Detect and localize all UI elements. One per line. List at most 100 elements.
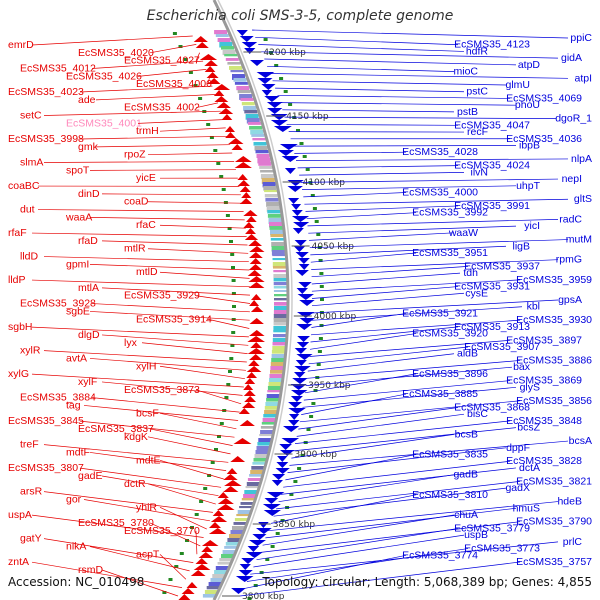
feature-block bbox=[266, 202, 280, 207]
label-leader-line bbox=[299, 172, 465, 176]
feature-block bbox=[267, 386, 281, 392]
reverse-gene-arrow bbox=[297, 336, 310, 342]
reverse-gene-arrow bbox=[298, 264, 310, 270]
label-leader-line bbox=[89, 217, 245, 221]
gene-label: rfaF bbox=[8, 227, 27, 239]
skew-dot bbox=[319, 285, 324, 288]
feature-block bbox=[251, 134, 265, 137]
forward-gene-arrow bbox=[248, 240, 262, 246]
label-leader-line bbox=[147, 248, 249, 254]
label-leader-line bbox=[252, 29, 569, 39]
feature-block bbox=[210, 578, 224, 583]
feature-block bbox=[225, 58, 239, 61]
skew-dot bbox=[183, 58, 188, 61]
gene-label: EcSMS35_4006 bbox=[136, 78, 212, 90]
feature-block bbox=[232, 526, 245, 530]
reverse-gene-arrow bbox=[298, 282, 312, 288]
gene-label: EcSMS35_3828 bbox=[506, 455, 582, 467]
label-leader-line bbox=[159, 127, 226, 132]
label-leader-line bbox=[147, 436, 231, 455]
label-leader-line bbox=[79, 135, 229, 140]
feature-block bbox=[249, 126, 263, 130]
gene-label: cysE bbox=[465, 287, 488, 299]
feature-block bbox=[274, 306, 287, 311]
gene-label: dgoR_1 bbox=[555, 113, 592, 125]
skew-dot bbox=[279, 77, 284, 80]
label-leader-line bbox=[311, 286, 459, 299]
reverse-gene-arrow bbox=[296, 324, 313, 330]
label-leader-line bbox=[293, 427, 517, 452]
label-leader-line bbox=[79, 85, 213, 93]
label-leader-line bbox=[195, 102, 219, 109]
label-leader-line bbox=[91, 60, 204, 69]
gene-label: dlgD bbox=[78, 329, 100, 341]
forward-gene-arrow bbox=[224, 480, 242, 486]
gene-label: coaD bbox=[124, 196, 149, 208]
gene-label: sgbE bbox=[66, 305, 90, 317]
forward-gene-arrow bbox=[213, 90, 225, 96]
feature-block bbox=[273, 310, 287, 315]
skew-dot bbox=[229, 240, 233, 243]
skew-dot bbox=[231, 331, 236, 334]
reverse-gene-arrow bbox=[256, 72, 275, 78]
gene-label: gidA bbox=[561, 52, 582, 64]
reverse-gene-arrow bbox=[288, 408, 306, 414]
feature-block bbox=[260, 170, 274, 173]
forward-gene-arrow bbox=[223, 486, 239, 492]
forward-gene-arrow bbox=[241, 192, 252, 198]
label-leader-line bbox=[285, 454, 417, 481]
label-leader-line bbox=[89, 358, 246, 371]
label-leader-line bbox=[310, 245, 507, 256]
gene-label: EcSMS35_3884 bbox=[20, 392, 96, 404]
gene-label: EcSMS35_4123 bbox=[454, 39, 530, 51]
reverse-gene-arrow bbox=[281, 156, 299, 162]
label-leader-line bbox=[311, 272, 461, 285]
forward-gene-arrow bbox=[237, 180, 250, 186]
label-leader-line bbox=[43, 491, 213, 513]
label-leader-line bbox=[159, 271, 250, 279]
gene-label: bisC bbox=[467, 408, 488, 420]
feature-block bbox=[273, 266, 286, 269]
label-leader-line bbox=[306, 360, 521, 379]
feature-block bbox=[259, 434, 273, 437]
gene-label: pstB bbox=[457, 106, 478, 118]
feature-block bbox=[222, 550, 236, 555]
gene-label: bcsF bbox=[136, 407, 159, 419]
gene-label: EcSMS35_3856 bbox=[516, 395, 592, 407]
gene-label: xylF bbox=[78, 376, 97, 388]
skew-dot bbox=[320, 298, 324, 301]
gene-label: gmk bbox=[78, 141, 99, 153]
feature-block bbox=[264, 190, 278, 193]
forward-gene-arrow bbox=[247, 336, 265, 342]
gene-label: slmA bbox=[20, 157, 43, 169]
forward-gene-arrow bbox=[178, 594, 191, 600]
gene-label: lldP bbox=[8, 274, 26, 286]
accession-text: Accession: NC_010498 bbox=[8, 575, 144, 589]
gene-label: radC bbox=[559, 213, 582, 225]
label-leader-line bbox=[294, 420, 511, 444]
feature-block bbox=[244, 110, 258, 114]
reverse-gene-arrow bbox=[256, 528, 272, 534]
feature-block bbox=[258, 162, 272, 166]
forward-gene-arrow bbox=[243, 210, 258, 216]
gene-label: EcSMS35_3931 bbox=[454, 281, 530, 293]
reverse-gene-arrow bbox=[258, 522, 269, 528]
feature-block bbox=[272, 258, 286, 261]
feature-block bbox=[262, 418, 276, 424]
skew-dot bbox=[288, 103, 293, 106]
reverse-gene-arrow bbox=[247, 546, 260, 552]
gene-label: ilvN bbox=[471, 166, 489, 178]
skew-dot bbox=[198, 97, 203, 100]
label-leader-line bbox=[309, 333, 417, 350]
label-leader-line bbox=[287, 447, 507, 473]
gene-label: rpmG bbox=[556, 254, 582, 266]
gene-label: atpD bbox=[518, 59, 541, 71]
gene-label: EcSMS35_3757 bbox=[516, 556, 592, 568]
skew-dot bbox=[311, 402, 316, 405]
skew-dot bbox=[188, 71, 193, 74]
skew-dot bbox=[172, 32, 177, 35]
skew-dot bbox=[216, 162, 221, 165]
feature-block bbox=[215, 566, 229, 571]
forward-gene-arrow bbox=[204, 66, 216, 72]
gene-label: rfaC bbox=[136, 219, 156, 231]
